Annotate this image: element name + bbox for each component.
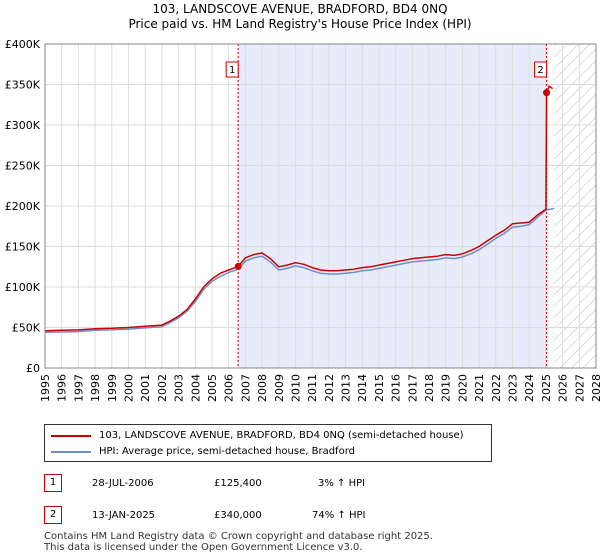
footer: Contains HM Land Registry data © Crown c… [44,531,433,553]
x-tick-label: 2006 [223,374,236,402]
x-tick-label: 2009 [273,374,286,402]
x-tick-label: 2024 [523,374,536,402]
x-tick-label: 1999 [106,374,119,402]
y-tick-label: £0 [26,362,40,375]
x-tick-label: 2025 [540,374,553,402]
chart-title: 103, LANDSCOVE AVENUE, BRADFORD, BD4 0NQ [152,2,448,16]
x-tick-label: 2011 [306,374,319,402]
sale-badge [225,61,239,78]
plot-frame [44,43,597,369]
transaction-badge: 1 [44,474,62,492]
x-tick-label: 2023 [507,374,520,402]
hpi-line [44,207,555,334]
x-tick-label: 2017 [406,374,419,402]
x-tick-label: 2015 [373,374,386,402]
x-tick-label: 2005 [206,374,219,402]
footer-line-2: This data is licensed under the Open Gov… [44,542,363,553]
transaction-price: £340,000 [214,510,262,521]
y-tick-label: £100K [5,281,41,294]
legend-property-swatch [51,435,91,437]
legend-property-label: 103, LANDSCOVE AVENUE, BRADFORD, BD4 0NQ… [99,430,464,441]
y-tick-label: £300K [5,119,41,132]
x-tick-label: 2014 [356,374,369,402]
transaction-hpi: 74% ↑ HPI [312,510,366,521]
legend: 103, LANDSCOVE AVENUE, BRADFORD, BD4 0NQ… [44,424,492,462]
sale-point [543,89,551,97]
x-tick-label: 2019 [440,374,453,402]
x-tick-label: 2007 [239,374,252,402]
sale-point [234,262,242,270]
y-tick-label: £350K [5,79,41,92]
x-tick-label: 2020 [456,374,469,402]
transaction-date: 28-JUL-2006 [92,478,154,489]
x-tick-label: 2010 [289,374,302,402]
chart-subtitle: Price paid vs. HM Land Registry's House … [128,17,472,31]
x-tick-label: 1996 [56,374,69,402]
x-tick-label: 2028 [590,374,600,402]
legend-hpi-label: HPI: Average price, semi-detached house,… [99,446,355,457]
transaction-badge: 2 [44,506,62,524]
sale-badge-label: 1 [229,65,235,76]
x-tick-label: 2018 [423,374,436,402]
sale-badge [534,61,548,78]
x-tick-label: 2021 [473,374,486,402]
transaction-hpi: 3% ↑ HPI [318,478,366,489]
x-tick-label: 2000 [122,374,135,402]
transaction-price: £125,400 [214,478,262,489]
x-tick-label: 2001 [139,374,152,402]
x-tick-label: 2012 [323,374,336,402]
y-tick-label: £150K [5,241,41,254]
x-tick-label: 2002 [156,374,169,402]
y-tick-label: £200K [5,200,41,213]
x-tick-label: 2027 [573,374,586,402]
x-tick-label: 2004 [189,374,202,402]
x-tick-label: 2026 [557,374,570,402]
x-tick-label: 2013 [340,374,353,402]
y-tick-label: £50K [12,322,41,335]
transaction-date: 13-JAN-2025 [92,510,156,521]
y-tick-label: £400K [5,38,41,51]
x-tick-label: 2022 [490,374,503,402]
x-tick-label: 1998 [89,374,102,402]
x-tick-label: 2016 [390,374,403,402]
sale-badge-label: 2 [537,65,543,76]
x-tick-label: 2008 [256,374,269,402]
x-tick-label: 1997 [72,374,85,402]
y-tick-label: £250K [5,160,41,173]
price-chart: 1 2 £0 £50K £100K £150K £200K £250K £300K £350K £… [5,38,600,402]
x-tick-label: 2003 [173,374,186,402]
footer-line-1: Contains HM Land Registry data © Crown c… [44,531,433,542]
legend-hpi-swatch [51,451,91,453]
x-tick-label: 1995 [39,374,52,402]
property-price-line [44,85,554,332]
